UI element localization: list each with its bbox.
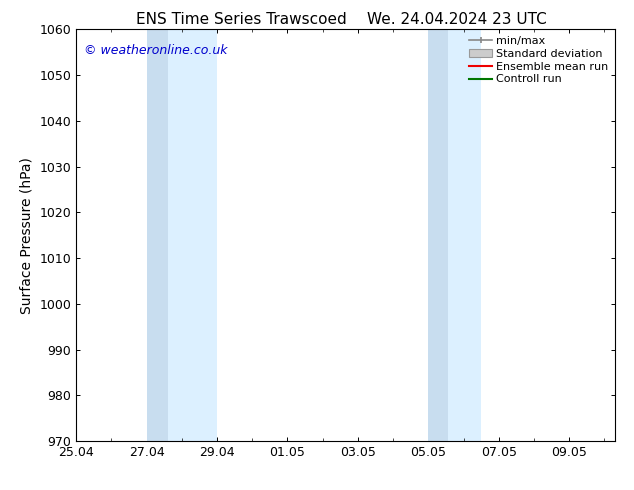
Bar <box>146 29 167 441</box>
Bar <box>429 29 448 441</box>
Text: © weatheronline.co.uk: © weatheronline.co.uk <box>84 44 228 57</box>
Bar <box>146 29 217 441</box>
Y-axis label: Surface Pressure (hPa): Surface Pressure (hPa) <box>20 157 34 314</box>
Text: We. 24.04.2024 23 UTC: We. 24.04.2024 23 UTC <box>366 12 547 27</box>
Legend: min/max, Standard deviation, Ensemble mean run, Controll run: min/max, Standard deviation, Ensemble me… <box>466 33 612 88</box>
Text: ENS Time Series Trawscoed: ENS Time Series Trawscoed <box>136 12 346 27</box>
Bar <box>429 29 481 441</box>
